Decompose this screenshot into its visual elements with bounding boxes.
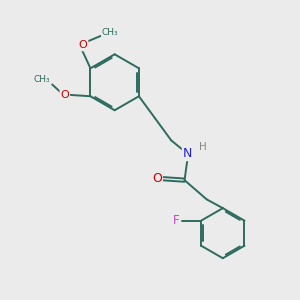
Text: O: O	[61, 90, 69, 100]
Text: CH₃: CH₃	[102, 28, 119, 37]
Text: H: H	[199, 142, 207, 152]
Text: N: N	[183, 147, 192, 160]
Text: O: O	[152, 172, 162, 185]
Text: O: O	[79, 40, 88, 50]
Text: CH₃: CH₃	[34, 75, 50, 84]
Text: F: F	[173, 214, 179, 227]
